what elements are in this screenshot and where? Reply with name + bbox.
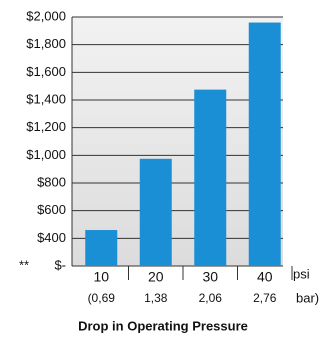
x-sublabel: (0,69: [88, 291, 116, 305]
unit-label: psi: [293, 266, 310, 281]
x-tick-label: 20: [148, 269, 164, 285]
bar: [194, 89, 227, 266]
bar: [248, 22, 281, 267]
y-tick-label: $1,800: [26, 36, 66, 51]
bar: [139, 158, 172, 266]
y-tick-label: $1,200: [26, 119, 66, 134]
sub-unit-label: bar): [296, 290, 319, 305]
y-tick-label: $600: [37, 202, 66, 217]
x-sublabel: 2,76: [253, 291, 277, 305]
chart-title: Drop in Operating Pressure: [78, 318, 248, 333]
y-tick-label: $400: [37, 230, 66, 245]
y-tick-label: $1,000: [26, 147, 66, 162]
plot-background: [72, 17, 283, 266]
x-tick-label: 30: [202, 269, 218, 285]
x-tick-label: 10: [93, 269, 109, 285]
y-tick-label: $1,400: [26, 91, 66, 106]
axis-note: **: [19, 257, 29, 272]
y-tick-label: $1,600: [26, 64, 66, 79]
y-tick-label: $800: [37, 174, 66, 189]
y-tick-label: $2,000: [26, 8, 66, 23]
y-tick-label: $-: [54, 257, 66, 272]
x-sublabel: 2,06: [199, 291, 223, 305]
bar: [85, 230, 118, 266]
x-sublabel: 1,38: [144, 291, 168, 305]
x-tick-label: 40: [257, 269, 273, 285]
